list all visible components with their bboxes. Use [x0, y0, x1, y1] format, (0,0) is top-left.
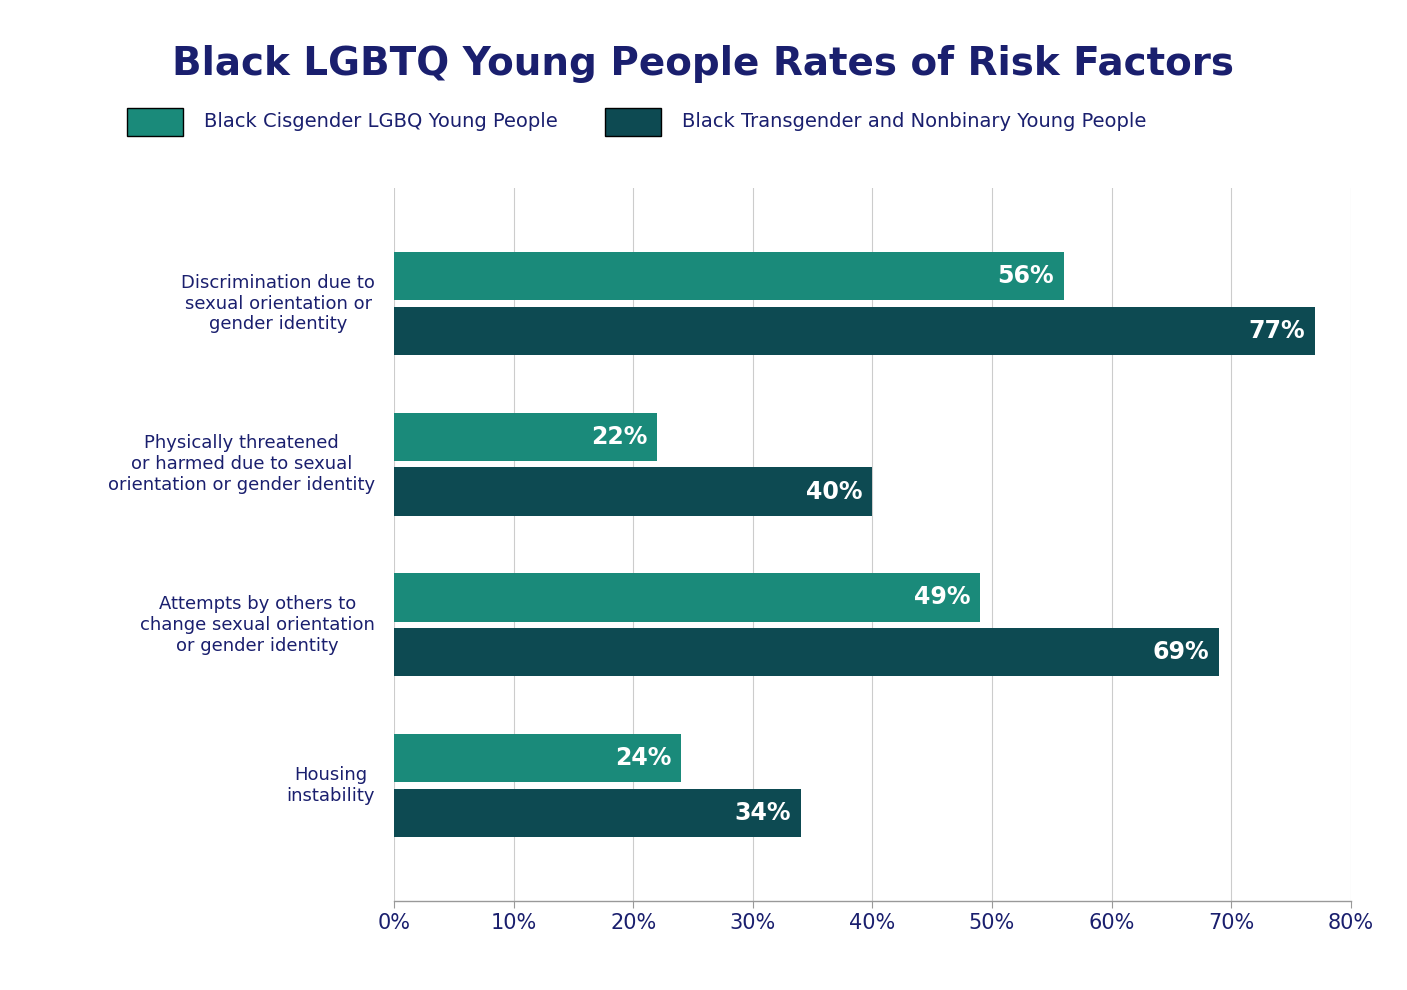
Text: 49%: 49%: [915, 585, 971, 610]
Text: Black LGBTQ Young People Rates of Risk Factors: Black LGBTQ Young People Rates of Risk F…: [173, 45, 1234, 82]
Bar: [394, 252, 1064, 301]
Text: 40%: 40%: [806, 479, 862, 504]
Bar: [394, 628, 1218, 676]
Bar: [394, 573, 979, 622]
Text: 34%: 34%: [734, 801, 791, 825]
Text: 69%: 69%: [1152, 641, 1210, 664]
Text: Black Transgender and Nonbinary Young People: Black Transgender and Nonbinary Young Pe…: [682, 112, 1147, 132]
Text: 24%: 24%: [615, 746, 671, 770]
Bar: [394, 307, 1314, 355]
Text: 22%: 22%: [591, 425, 647, 448]
Text: 56%: 56%: [998, 264, 1054, 288]
Bar: [394, 734, 681, 782]
Bar: [394, 413, 657, 461]
Bar: [394, 467, 872, 516]
Bar: [394, 788, 801, 837]
Text: Black Cisgender LGBQ Young People: Black Cisgender LGBQ Young People: [204, 112, 557, 132]
Text: 77%: 77%: [1248, 319, 1306, 343]
